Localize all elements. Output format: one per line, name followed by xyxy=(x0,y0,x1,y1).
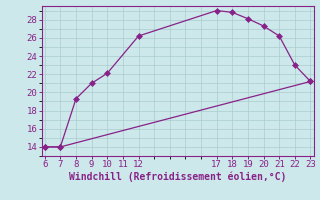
X-axis label: Windchill (Refroidissement éolien,°C): Windchill (Refroidissement éolien,°C) xyxy=(69,172,286,182)
